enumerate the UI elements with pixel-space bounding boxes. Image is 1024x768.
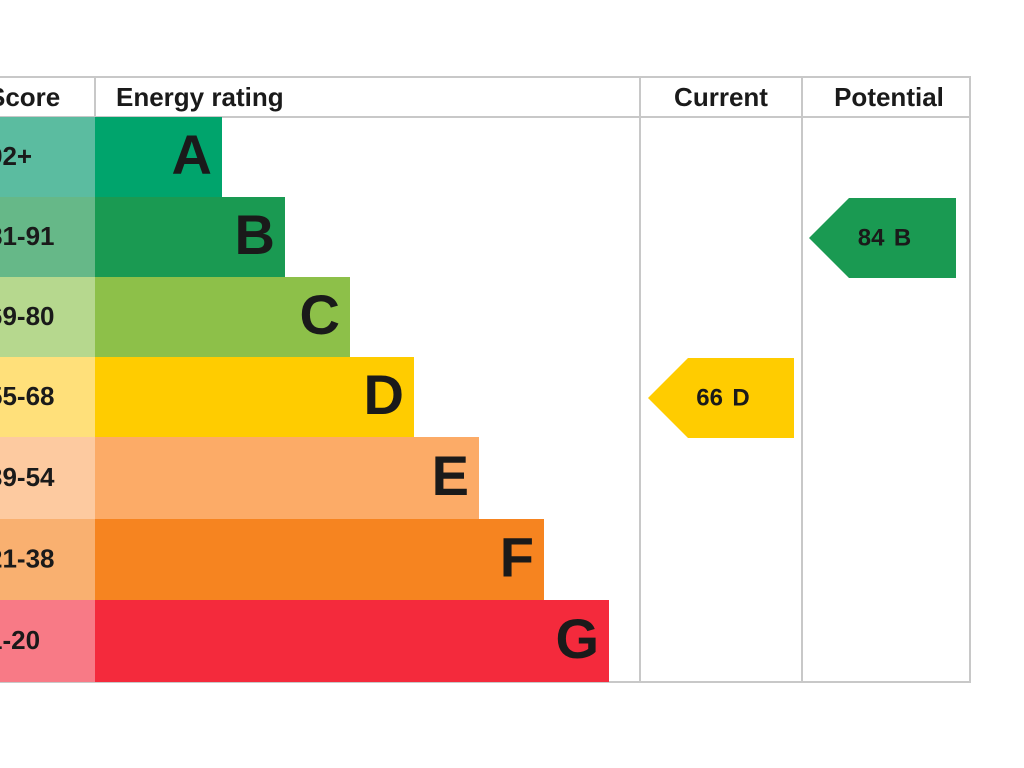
potential-arrow (809, 198, 956, 278)
score-cell (0, 357, 95, 437)
score-label: 92+ (0, 141, 32, 171)
header-current: Current (674, 82, 768, 112)
rating-letter: G (555, 607, 599, 670)
score-label: 69-80 (0, 301, 55, 331)
rating-letter: B (235, 203, 275, 266)
current-value: 66 (696, 384, 723, 411)
potential-value: 84 (858, 224, 885, 251)
score-cell (0, 519, 95, 600)
rating-bar (95, 600, 609, 682)
potential-letter: B (894, 224, 911, 251)
rating-bar (95, 437, 479, 519)
current-arrow (648, 358, 794, 438)
rating-letter: A (172, 123, 212, 186)
score-cell (0, 277, 95, 357)
rating-bar (95, 117, 222, 197)
rating-bar (95, 357, 414, 437)
score-cell (0, 197, 95, 277)
score-cell (0, 437, 95, 519)
score-label: 1-20 (0, 625, 40, 655)
score-label: 39-54 (0, 462, 55, 492)
rating-bar (95, 197, 285, 277)
rating-letter: F (500, 525, 534, 588)
rating-letter: C (300, 283, 340, 346)
header-energy-rating: Energy rating (116, 82, 284, 112)
score-cell (0, 600, 95, 682)
score-label: 21-38 (0, 543, 55, 573)
current-letter: D (732, 384, 749, 411)
rating-bar (95, 277, 350, 357)
score-label: 81-91 (0, 221, 55, 251)
score-cell (0, 117, 95, 197)
header-potential: Potential (834, 82, 944, 112)
header-score: Score (0, 82, 60, 112)
rating-bar (95, 519, 544, 600)
rating-letter: D (364, 363, 404, 426)
score-label: 55-68 (0, 381, 55, 411)
rating-letter: E (432, 444, 469, 507)
